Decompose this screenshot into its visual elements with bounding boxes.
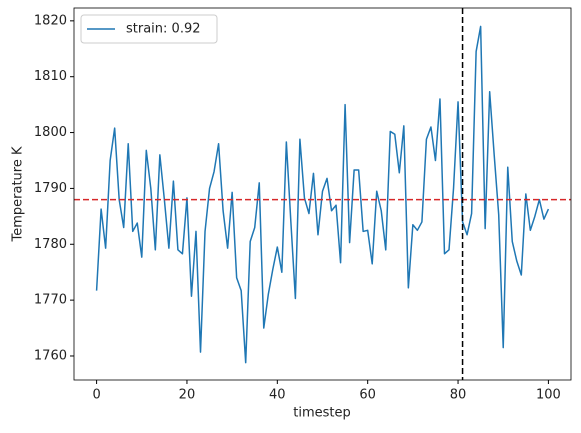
data-line bbox=[95, 25, 550, 364]
y-tick-label: 1810 bbox=[34, 69, 67, 84]
y-tick-label: 1770 bbox=[34, 293, 67, 308]
y-axis-label: Temperature K bbox=[11, 146, 26, 242]
y-tick-label: 1760 bbox=[34, 348, 67, 363]
y-tick-label: 1780 bbox=[34, 237, 67, 252]
y-tick-label: 1800 bbox=[34, 125, 67, 140]
legend-box bbox=[80, 14, 218, 44]
x-tick-label: 100 bbox=[536, 388, 561, 403]
x-tick-label: 40 bbox=[269, 388, 286, 403]
x-tick-label: 0 bbox=[92, 388, 100, 403]
x-tick-label: 60 bbox=[359, 388, 376, 403]
legend-label: strain: 0.92 bbox=[126, 22, 201, 37]
y-tick-label: 1820 bbox=[34, 13, 67, 28]
y-tick-label: 1790 bbox=[34, 181, 67, 196]
x-tick-label: 20 bbox=[179, 388, 196, 403]
plot-frame bbox=[73, 7, 572, 381]
x-axis-label: timestep bbox=[293, 406, 351, 421]
x-tick-label: 80 bbox=[450, 388, 467, 403]
